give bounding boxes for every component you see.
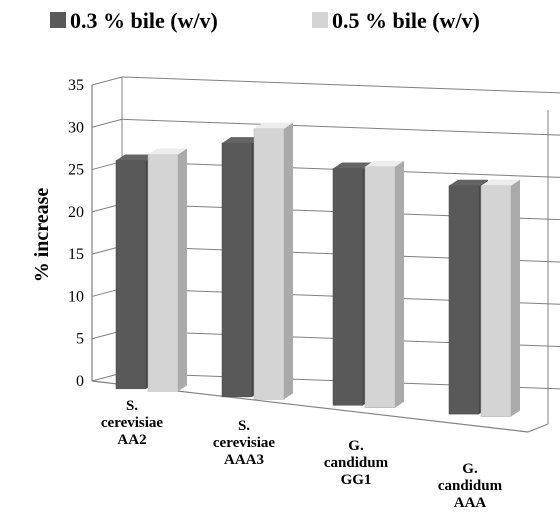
y-tick-label: 15	[68, 246, 84, 263]
category-labels: S. cerevisiae AA2 S. cerevisiae AAA3 G. candidu…	[101, 398, 503, 511]
gridline	[121, 76, 560, 94]
legend: 0.3 % bile (w/v) 0.5 % bile (w/v)	[50, 8, 480, 33]
y-tick-label: 35	[68, 77, 84, 94]
bar	[147, 148, 187, 392]
legend-label: 0.5 % bile (w/v)	[332, 8, 480, 33]
y-tick-label: 10	[68, 288, 84, 305]
gridline-side	[91, 118, 123, 128]
legend-label: 0.3 % bile (w/v)	[70, 8, 218, 33]
legend-swatch	[50, 12, 66, 28]
y-axis-label: % increase	[31, 188, 53, 283]
bar	[364, 160, 404, 408]
gridline-side	[91, 76, 123, 86]
bar	[253, 122, 293, 400]
gridline	[121, 118, 560, 136]
category-label: G. candidum GG1	[324, 438, 389, 488]
y-tick-label: 20	[68, 204, 84, 221]
y-tick-label: 5	[76, 331, 84, 348]
bars	[115, 122, 520, 417]
y-tick-label: 25	[68, 162, 84, 179]
bar	[480, 179, 520, 417]
category-label: S. cerevisiae AA2	[101, 398, 164, 448]
y-tick-label: 30	[68, 119, 84, 136]
category-label: S. cerevisiae AAA3	[213, 418, 276, 468]
legend-swatch	[312, 12, 328, 28]
y-tick-labels: 0 5 10 15 20 25 30 35	[68, 77, 84, 390]
legend-item: 0.3 % bile (w/v)	[50, 8, 218, 33]
floor-right-edge	[527, 423, 549, 433]
category-label: G. candidum AAA	[438, 461, 503, 511]
legend-item: 0.5 % bile (w/v)	[312, 8, 480, 33]
y-tick-label: 0	[76, 373, 84, 390]
